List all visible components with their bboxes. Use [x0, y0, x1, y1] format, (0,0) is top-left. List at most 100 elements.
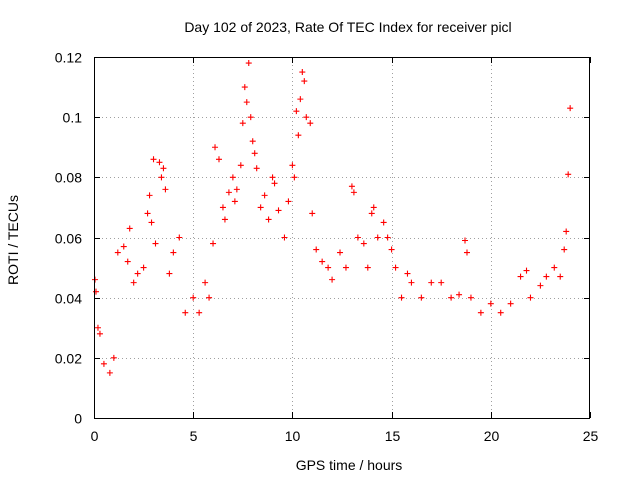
data-point	[299, 69, 306, 76]
data-point	[477, 309, 484, 316]
data-points	[91, 60, 574, 376]
data-point	[229, 174, 236, 181]
data-point	[388, 246, 395, 253]
data-point	[301, 78, 308, 85]
x-tick-label: 15	[385, 428, 401, 444]
data-point	[196, 309, 203, 316]
x-tick-labels: 0 5 10 15 20 25	[91, 428, 599, 444]
data-point	[523, 267, 530, 274]
data-point	[150, 156, 157, 163]
data-point	[130, 279, 137, 286]
data-point	[219, 204, 226, 211]
data-point	[551, 264, 558, 271]
data-point	[221, 216, 228, 223]
data-point	[281, 234, 288, 241]
y-axis-label: ROTI / TECUs	[5, 195, 21, 285]
data-point	[342, 264, 349, 271]
data-point	[114, 249, 121, 256]
y-tick-labels: 0 0.02 0.04 0.06 0.08 0.1 0.12	[55, 50, 82, 427]
axis-ticks	[94, 57, 591, 419]
data-point	[241, 84, 248, 91]
chart-title: Day 102 of 2023, Rate Of TEC Index for r…	[184, 19, 511, 35]
data-point	[303, 114, 310, 121]
data-point	[368, 210, 375, 217]
data-point	[325, 264, 332, 271]
data-point	[261, 192, 268, 199]
x-tick-label: 20	[484, 428, 500, 444]
data-point	[170, 249, 177, 256]
y-tick-label: 0.1	[63, 110, 83, 126]
data-point	[247, 114, 254, 121]
data-point	[275, 207, 282, 214]
data-point	[448, 294, 455, 301]
y-tick-label: 0.06	[55, 231, 82, 247]
y-tick-label: 0.04	[55, 291, 82, 307]
y-tick-label: 0.08	[55, 170, 82, 186]
x-tick-label: 25	[583, 428, 599, 444]
data-point	[124, 258, 131, 265]
data-point	[537, 282, 544, 289]
data-point	[126, 225, 133, 232]
grid-lines	[94, 57, 590, 418]
data-point	[497, 309, 504, 316]
data-point	[463, 249, 470, 256]
data-point	[146, 192, 153, 199]
data-point	[404, 270, 411, 277]
data-point	[428, 279, 435, 286]
data-point	[398, 294, 405, 301]
x-tick-label: 5	[190, 428, 198, 444]
y-tick-label: 0.12	[55, 50, 82, 66]
data-point	[233, 186, 240, 193]
data-point	[285, 198, 292, 205]
data-point	[160, 165, 167, 172]
data-point	[110, 354, 117, 361]
data-point	[215, 156, 222, 163]
data-point	[239, 120, 246, 127]
data-point	[289, 162, 296, 169]
data-point	[462, 237, 469, 244]
data-point	[309, 210, 316, 217]
data-point	[134, 270, 141, 277]
data-point	[517, 273, 524, 280]
data-point	[567, 105, 574, 112]
data-point	[231, 198, 238, 205]
data-point	[94, 324, 101, 331]
data-point	[245, 60, 252, 67]
data-point	[271, 180, 278, 187]
data-point	[418, 294, 425, 301]
data-point	[206, 294, 213, 301]
data-point	[384, 234, 391, 241]
x-tick-label: 10	[285, 428, 301, 444]
x-tick-label: 0	[91, 428, 99, 444]
data-point	[182, 309, 189, 316]
data-point	[350, 189, 357, 196]
data-point	[295, 132, 302, 139]
data-point	[162, 186, 169, 193]
data-point	[176, 234, 183, 241]
data-point	[96, 330, 103, 337]
data-point	[456, 291, 463, 298]
data-point	[140, 264, 147, 271]
data-point	[329, 276, 336, 283]
data-point	[291, 174, 298, 181]
data-point	[293, 108, 300, 115]
x-axis-label: GPS time / hours	[296, 457, 403, 473]
data-point	[565, 171, 572, 178]
data-point	[210, 240, 217, 247]
data-point	[348, 183, 355, 190]
data-point	[249, 138, 256, 145]
data-point	[253, 165, 260, 172]
data-point	[507, 300, 514, 307]
data-point	[408, 279, 415, 286]
data-point	[92, 288, 99, 295]
data-point	[380, 219, 387, 226]
data-point	[467, 294, 474, 301]
data-point	[313, 246, 320, 253]
data-point	[392, 264, 399, 271]
data-point	[144, 210, 151, 217]
data-point	[557, 273, 564, 280]
data-point	[269, 174, 276, 181]
data-point	[100, 360, 107, 367]
data-point	[257, 204, 264, 211]
